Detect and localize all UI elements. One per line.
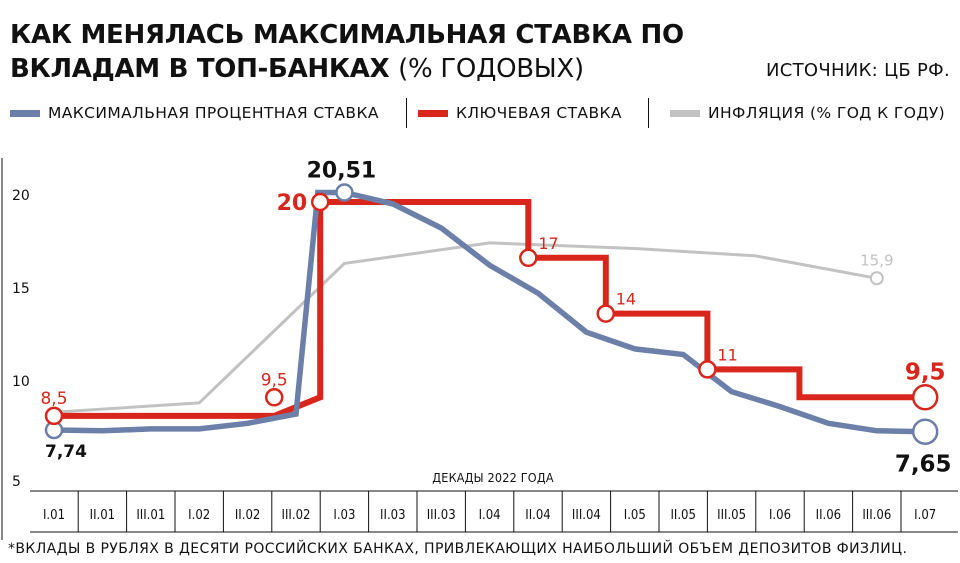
data-label: 7,74 (45, 442, 87, 462)
x-tick-label: I.05 (624, 508, 646, 523)
x-axis-title: ДЕКАДЫ 2022 ГОДА (432, 470, 554, 485)
x-tick-label: III.06 (862, 508, 891, 523)
data-point-marker (519, 248, 538, 268)
y-tick-label: 10 (12, 374, 30, 390)
x-tick-label: III.04 (572, 508, 601, 523)
source-note: ИСТОЧНИК: ЦБ РФ. (765, 60, 950, 81)
legend-label-key-rate: КЛЮЧЕВАЯ СТАВКА (456, 104, 622, 122)
x-tick-label: II.05 (670, 508, 696, 523)
line-chart: 5 10 15 20 ДЕКАДЫ 2022 ГОДА I.01 II.01 III.01 I.… (1, 158, 958, 540)
y-tick-label: 15 (12, 281, 30, 297)
x-tick-label: II.02 (235, 508, 261, 523)
title-main: КАК МЕНЯЛАСЬ МАКСИМАЛЬНАЯ СТАВКА ПО ВКЛА… (10, 20, 684, 84)
chart-title: КАК МЕНЯЛАСЬ МАКСИМАЛЬНАЯ СТАВКА ПО ВКЛА… (10, 18, 730, 86)
x-tick-label: I.01 (43, 508, 65, 523)
legend-divider (648, 98, 649, 128)
y-tick-label: 20 (12, 188, 30, 204)
series-line-key-rate (54, 199, 926, 419)
legend-item-max-rate: МАКСИМАЛЬНАЯ ПРОЦЕНТНАЯ СТАВКА (10, 100, 379, 126)
data-label: 20 (277, 191, 308, 216)
x-tick-label: III.01 (136, 508, 165, 523)
legend-item-key-rate: КЛЮЧЕВАЯ СТАВКА (418, 100, 622, 126)
x-tick-label: III.03 (427, 508, 456, 523)
data-label: 9,5 (905, 359, 946, 385)
x-tick-label: I.06 (769, 508, 791, 523)
data-point-marker (596, 304, 616, 323)
legend-swatch-key-rate (418, 109, 448, 117)
x-tick-label: II.03 (380, 508, 406, 523)
footnote: *ВКЛАДЫ В РУБЛЯХ В ДЕСЯТИ РОССИЙСКИХ БАН… (8, 541, 908, 557)
x-tick-label: I.07 (914, 508, 936, 523)
legend-divider (406, 98, 407, 128)
data-point-marker (335, 183, 354, 202)
data-point-marker (911, 418, 939, 445)
x-tick-label: II.04 (525, 508, 551, 523)
x-tick-label: I.04 (479, 508, 501, 523)
legend-item-inflation: ИНФЛЯЦИЯ (% ГОД К ГОДУ) (670, 100, 945, 126)
legend-swatch-inflation (670, 109, 700, 117)
data-label: 8,5 (40, 389, 67, 409)
data-label: 9,5 (261, 370, 288, 390)
x-tick-label: III.02 (282, 508, 311, 523)
data-point-marker (698, 360, 717, 379)
data-point-marker (44, 406, 64, 426)
x-tick-label: I.03 (333, 508, 355, 523)
y-tick-label: 5 (12, 474, 21, 490)
series-line-inflation (53, 241, 878, 414)
series-line-max-rate (53, 189, 926, 435)
data-label: 20,51 (307, 159, 377, 184)
data-label: 17 (538, 234, 558, 253)
data-label: 15,9 (860, 251, 893, 269)
legend: МАКСИМАЛЬНАЯ ПРОЦЕНТНАЯ СТАВКА КЛЮЧЕВАЯ … (10, 98, 956, 128)
data-label: 14 (616, 290, 636, 309)
data-point-marker (310, 192, 330, 212)
x-tick-label: III.05 (717, 508, 746, 523)
legend-swatch-max-rate (10, 109, 40, 117)
x-tick-label: II.01 (90, 508, 116, 523)
x-tick-label: I.02 (188, 508, 210, 523)
data-point-marker (869, 271, 884, 286)
title-unit: (% ГОДОВЫХ) (398, 54, 584, 84)
data-label: 11 (717, 345, 737, 364)
data-point-marker (264, 388, 284, 407)
x-tick-label: II.06 (816, 508, 842, 523)
data-label: 7,65 (895, 452, 952, 478)
data-point-marker (911, 384, 939, 411)
legend-label-inflation: ИНФЛЯЦИЯ (% ГОД К ГОДУ) (708, 104, 946, 122)
legend-label-max-rate: МАКСИМАЛЬНАЯ ПРОЦЕНТНАЯ СТАВКА (48, 104, 379, 122)
